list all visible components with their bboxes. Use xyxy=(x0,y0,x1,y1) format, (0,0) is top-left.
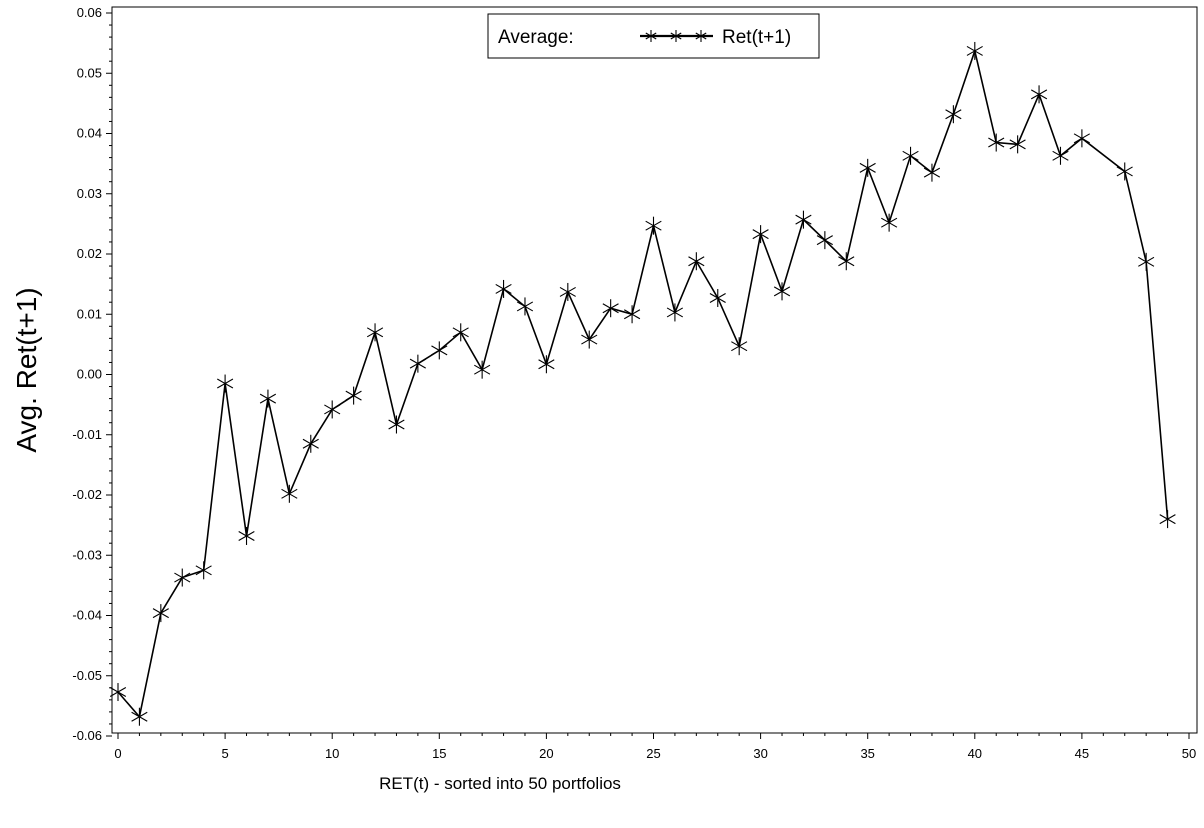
y-tick-label: 0.01 xyxy=(77,306,102,321)
y-tick-label: -0.04 xyxy=(72,608,102,623)
x-tick-label: 50 xyxy=(1182,746,1196,761)
data-point xyxy=(923,163,941,182)
y-tick-label: -0.06 xyxy=(72,728,102,743)
x-tick-label: 35 xyxy=(860,746,874,761)
x-tick-label: 0 xyxy=(114,746,121,761)
data-point xyxy=(152,604,169,623)
x-tick-label: 25 xyxy=(646,746,660,761)
data-point xyxy=(1116,162,1133,181)
data-point xyxy=(1030,85,1048,104)
data-point xyxy=(945,105,962,124)
x-axis: 0 5 10 15 20 25 30 35 40 45 50 xyxy=(114,733,1196,761)
data-point xyxy=(345,386,362,405)
series-markers xyxy=(109,41,1176,726)
data-point xyxy=(431,341,448,360)
data-point xyxy=(1073,129,1091,148)
data-point xyxy=(474,360,491,379)
y-tick-label: 0.05 xyxy=(77,65,102,80)
data-point xyxy=(259,389,277,408)
data-point xyxy=(602,299,619,318)
data-point xyxy=(1052,146,1069,165)
data-point xyxy=(131,707,148,726)
data-point xyxy=(366,323,384,342)
data-point xyxy=(109,683,127,702)
legend-series-label: Ret(t+1) xyxy=(722,27,791,48)
data-point xyxy=(388,415,405,434)
legend-markers xyxy=(645,30,707,42)
y-tick-label: 0.04 xyxy=(77,126,102,141)
x-tick-label: 20 xyxy=(539,746,553,761)
data-point xyxy=(752,225,769,244)
data-point xyxy=(731,337,748,356)
x-tick-label: 40 xyxy=(968,746,982,761)
x-tick-label: 45 xyxy=(1075,746,1089,761)
data-point xyxy=(816,231,833,250)
data-point xyxy=(495,279,512,298)
data-point xyxy=(795,210,812,229)
x-tick-label: 5 xyxy=(221,746,228,761)
data-point xyxy=(174,568,191,587)
data-point xyxy=(409,354,426,373)
data-point xyxy=(645,216,662,235)
y-axis: -0.06 -0.05 -0.04 -0.03 -0.02 -0.01 0.00 0.01 0.… xyxy=(72,5,112,743)
data-point xyxy=(666,303,684,322)
plot-frame xyxy=(111,6,1198,734)
data-point xyxy=(902,146,919,165)
y-tick-label: 0.00 xyxy=(77,367,102,382)
data-point xyxy=(709,288,726,307)
y-tick-label: -0.02 xyxy=(72,487,102,502)
data-point xyxy=(216,374,234,393)
y-tick-label: 0.06 xyxy=(77,5,102,20)
y-tick-label: -0.01 xyxy=(72,427,102,442)
data-point xyxy=(538,355,555,374)
data-point xyxy=(1009,135,1026,154)
data-point xyxy=(302,434,319,453)
data-point xyxy=(559,282,576,301)
data-point xyxy=(516,297,534,316)
data-point xyxy=(859,158,876,177)
y-tick-label: -0.03 xyxy=(72,547,102,562)
data-point xyxy=(773,282,791,301)
data-point xyxy=(881,213,898,232)
series-line-ret-t1 xyxy=(117,48,1169,719)
y-tick-label: -0.05 xyxy=(72,668,102,683)
data-point xyxy=(838,252,855,271)
data-point xyxy=(581,330,598,349)
data-point xyxy=(988,133,1005,152)
x-tick-label: 15 xyxy=(432,746,446,761)
x-tick-label: 30 xyxy=(753,746,767,761)
legend-prefix: Average: xyxy=(498,27,574,48)
data-point xyxy=(452,323,469,342)
data-point xyxy=(195,561,212,580)
data-point xyxy=(324,400,341,419)
legend-marker xyxy=(670,30,682,42)
y-axis-title: Avg. Ret(t+1) xyxy=(11,287,42,452)
data-point xyxy=(966,41,983,60)
data-point xyxy=(238,526,255,545)
y-tick-label: 0.02 xyxy=(77,246,102,261)
data-point xyxy=(1138,252,1155,271)
legend-marker xyxy=(645,30,657,42)
legend: Average: Ret(t+1) xyxy=(487,13,820,59)
y-tick-label: 0.03 xyxy=(77,186,102,201)
data-point xyxy=(281,484,298,503)
data-point xyxy=(1159,510,1176,529)
x-tick-label: 10 xyxy=(325,746,339,761)
x-axis-title: RET(t) - sorted into 50 portfolios xyxy=(379,774,621,793)
data-point xyxy=(688,252,705,271)
data-point xyxy=(623,305,641,324)
legend-marker xyxy=(695,30,707,42)
